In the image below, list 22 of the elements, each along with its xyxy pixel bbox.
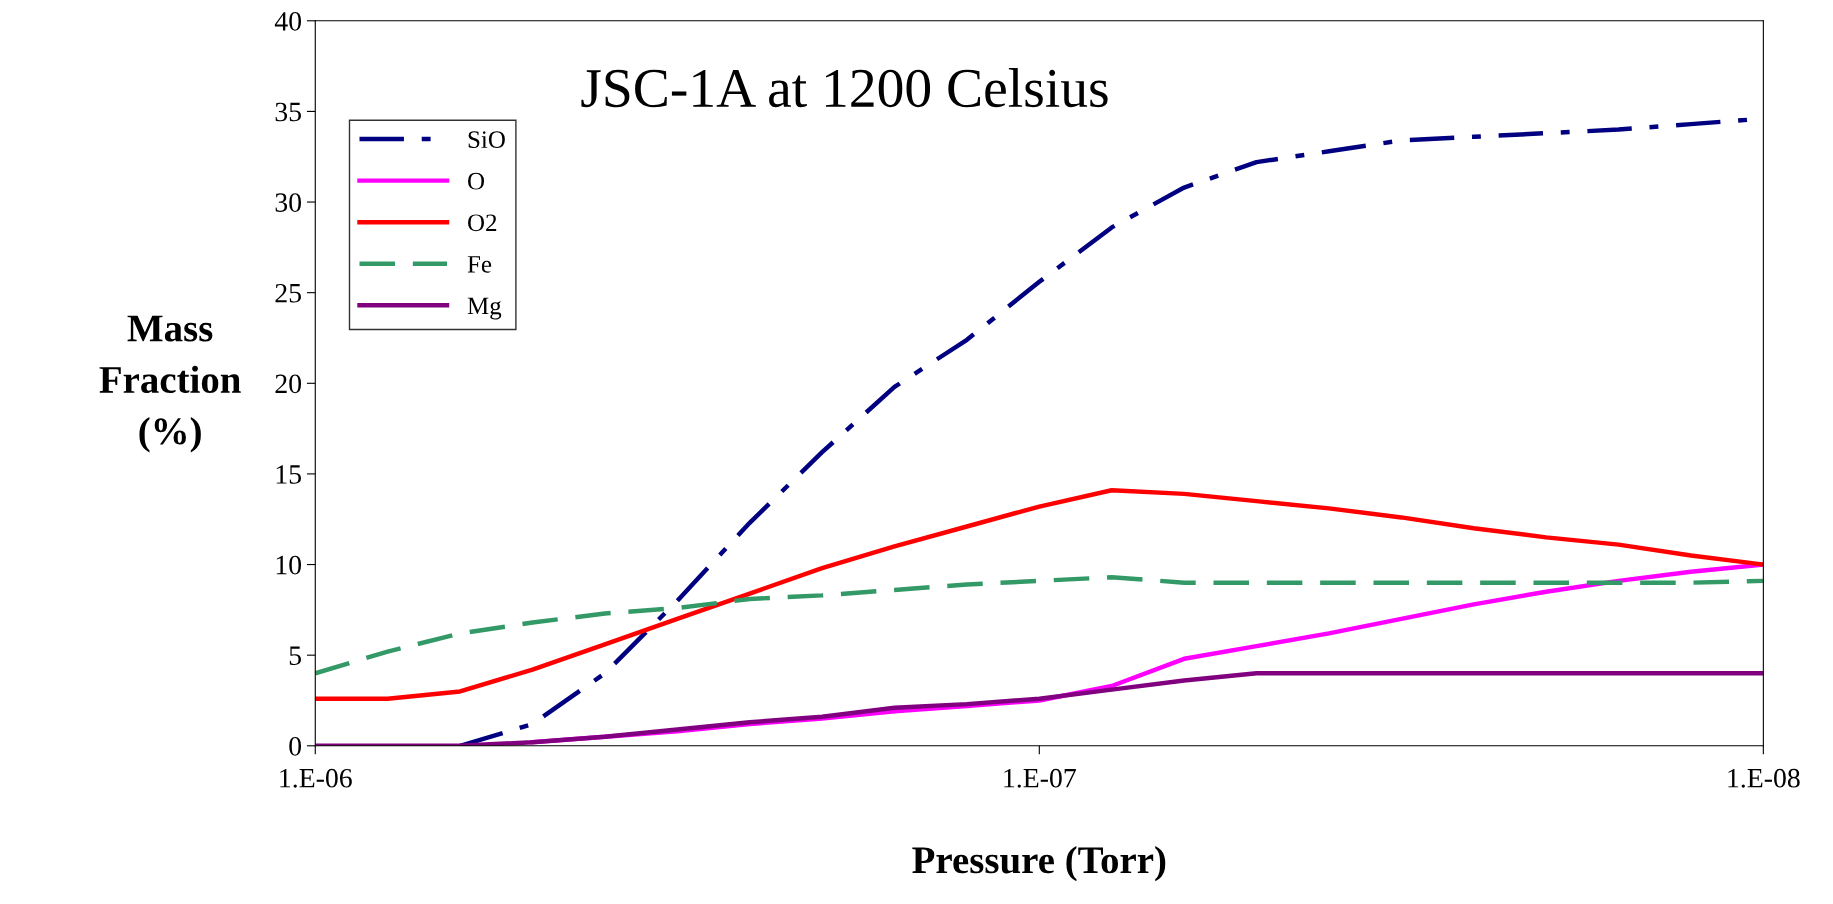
- x-tick-label: 1.E-08: [1728, 768, 1800, 788]
- x-tick-label: 1.E-06: [280, 768, 352, 788]
- y-tick-label: 15: [276, 465, 301, 484]
- y-tick-label: 35: [275, 102, 301, 122]
- legend-label: O: [468, 172, 485, 190]
- x-tick-label: 1.E-07: [1004, 768, 1076, 788]
- y-tick-label: 0: [289, 736, 302, 756]
- y-tick-label: 30: [275, 193, 302, 212]
- legend-label: Fe: [467, 256, 492, 273]
- y-axis-title: Mass Fraction (%): [99, 315, 241, 453]
- y-tick-label: 10: [276, 555, 302, 575]
- line-series: [315, 488, 1764, 701]
- y-tick-label: 40: [274, 11, 302, 31]
- y-tick-label: 5: [289, 646, 301, 666]
- legend-label: SiO: [468, 131, 505, 149]
- line-series: [315, 575, 1764, 676]
- legend-label: O2: [468, 214, 497, 232]
- y-tick-label: 25: [275, 283, 301, 303]
- x-axis-title: Pressure (Torr): [912, 845, 1166, 882]
- y-tick-label: 20: [275, 374, 302, 394]
- text: JSC-1A at 1200 Celsius: [581, 68, 1108, 108]
- legend-label: Mg: [467, 297, 502, 320]
